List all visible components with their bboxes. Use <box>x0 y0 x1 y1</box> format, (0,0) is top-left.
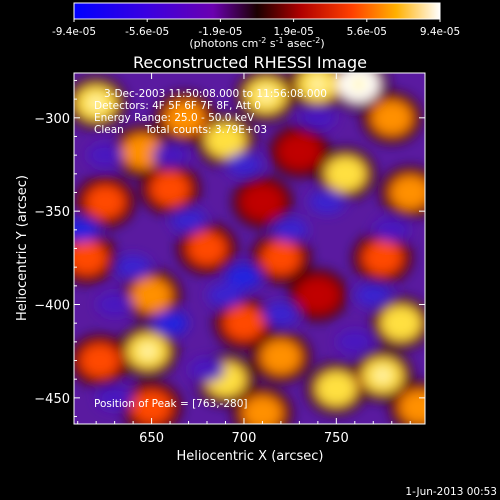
colorbar-gradient <box>73 2 441 20</box>
colorbar-unit-label: (photons cm-2 s-1 asec-2) <box>189 36 324 50</box>
heatmap-peak-core <box>309 77 326 92</box>
heatmap-cold-spot <box>309 189 346 214</box>
y-tick-label: −300 <box>34 112 70 127</box>
heatmap-hot-core <box>150 172 190 206</box>
annotation-total-counts: Total counts: 3.79E+03 <box>144 124 267 136</box>
heatmap-hot-core <box>242 396 282 424</box>
heatmap-hot-core <box>132 390 171 424</box>
heatmap-cold-spot <box>152 143 189 168</box>
heatmap-hot-core <box>188 232 226 265</box>
colorbar-tick-label: -5.6e-05 <box>125 26 169 38</box>
heatmap-hot-core <box>261 339 301 374</box>
heatmap-cold-spot <box>262 301 299 326</box>
heatmap-hot-core <box>371 100 412 135</box>
colorbar-tick-label: 9.4e-05 <box>420 26 460 38</box>
y-tick-label: −400 <box>34 299 70 314</box>
heatmap-peak-core <box>88 95 105 110</box>
heatmap-hot-core <box>74 241 107 275</box>
x-tick-label: 700 <box>232 431 257 446</box>
colorbar-tick-label: 5.6e-05 <box>347 26 387 38</box>
heatmap-hot-core <box>205 122 246 158</box>
heatmap-hot-core <box>80 344 120 378</box>
x-axis-label: Heliocentric X (arcsec) <box>177 449 324 464</box>
annotation-clean: Clean <box>94 124 124 136</box>
annotation-detectors: Detectors: 4F 5F 6F 7F 8F, Att 0 <box>94 100 261 112</box>
heatmap-cold-spot <box>115 255 152 280</box>
heatmap-hot-core <box>86 185 125 219</box>
heatmap-hot-core <box>399 390 425 424</box>
y-axis-label: Heliocentric Y (arcsec) <box>15 175 30 321</box>
heatmap-cold-spot <box>189 357 226 382</box>
heatmap-cold-spot <box>225 264 262 289</box>
heatmap-peak-core <box>374 368 391 383</box>
heatmap-hot-core <box>363 241 402 275</box>
x-tick-label: 650 <box>139 431 164 446</box>
heatmap-cold-spot <box>170 208 207 233</box>
heatmap-cold-spot <box>299 105 336 130</box>
footer-date: 1-Jun-2013 00:53 <box>405 486 497 498</box>
annotations: 3-Dec-2003 11:50:08.000 to 11:56:08.000 … <box>94 88 327 410</box>
colorbar: -9.4e-05 -5.6e-05 -1.9e-05 1.9e-05 5.6e-05 9.… <box>52 2 460 50</box>
annotation-energy: Energy Range: 25.0 - 50.0 keV <box>94 112 255 124</box>
annotation-peak: Position of Peak = [763,-280] <box>94 398 248 410</box>
heatmap-cold-spot <box>336 329 373 354</box>
heatmap-hot-core <box>165 101 205 135</box>
heatmap-cold-spot <box>96 385 133 410</box>
heatmap-hot-core <box>380 305 422 341</box>
heatmap-hot-core <box>299 279 337 311</box>
heatmap-hot-core <box>281 135 318 167</box>
y-tick-label: −350 <box>34 205 70 220</box>
heatmap-cold-spot <box>152 311 189 336</box>
heatmap-cold-spot <box>225 152 262 177</box>
x-tick-label: 750 <box>324 431 349 446</box>
heatmap-hot-core <box>316 371 357 406</box>
heatmap-hot-core <box>132 278 172 312</box>
heatmap-peak-core <box>139 344 156 359</box>
heatmap-hot-core <box>244 186 281 218</box>
heatmap-hot-core <box>224 306 264 340</box>
heatmap-cold-spot <box>207 283 244 308</box>
heatmap-peak-core <box>350 77 367 92</box>
colorbar-tick-label: 1.9e-05 <box>273 26 313 38</box>
chart-title: Reconstructed RHESSI Image <box>133 53 367 72</box>
heatmap-cold-spot <box>355 283 392 308</box>
y-tick-label: −450 <box>34 392 70 407</box>
heatmap-hot-core <box>390 175 425 210</box>
heatmap-peak-core <box>258 88 275 103</box>
y-axis: −300 −350 −400 −450 <box>34 79 425 418</box>
heatmap-hot-core <box>262 241 300 275</box>
heatmap-hot-core <box>122 134 163 169</box>
colorbar-tick-label: -1.9e-05 <box>198 26 242 38</box>
colorbar-tick-label: -9.4e-05 <box>52 26 96 38</box>
heatmap-cold-spot <box>272 217 309 242</box>
heatmap-hot-core <box>325 156 366 192</box>
heatmap-cold-spot <box>74 217 100 242</box>
heatmap-cold-spot <box>373 217 410 242</box>
annotation-time: 3-Dec-2003 11:50:08.000 to 11:56:08.000 <box>104 88 327 100</box>
heatmap-image <box>74 73 425 424</box>
heatmap-cold-spot <box>96 292 133 317</box>
x-axis: 650 700 750 <box>77 73 411 446</box>
heatmap-cold-spot <box>87 143 124 168</box>
